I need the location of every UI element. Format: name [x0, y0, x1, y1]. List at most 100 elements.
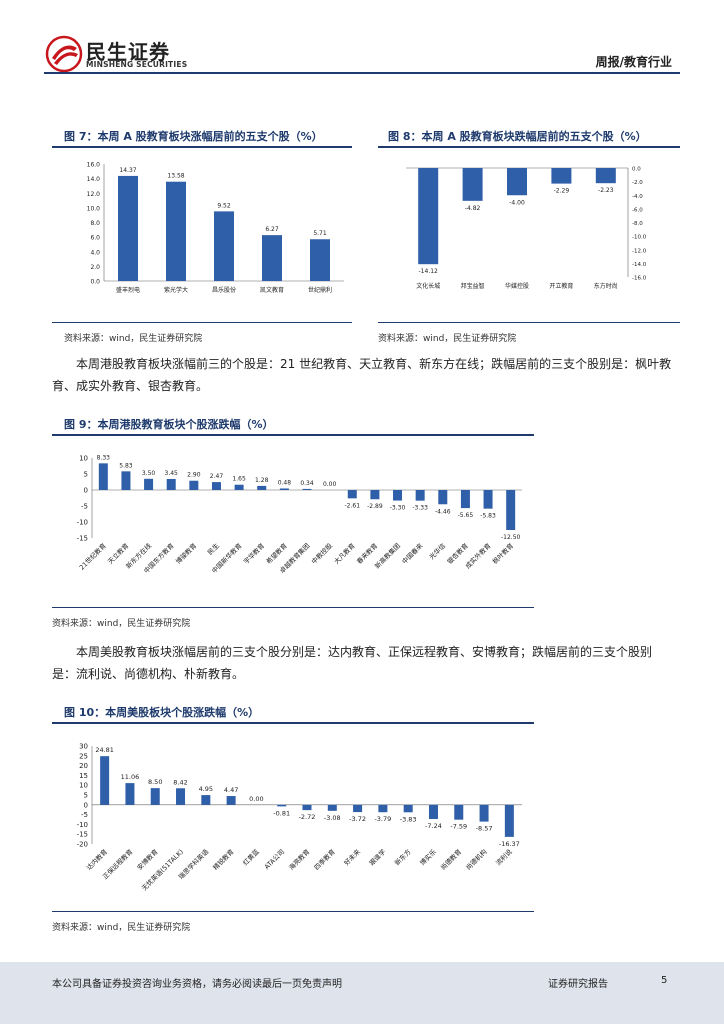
y-tick-label: -10.0 — [632, 235, 647, 241]
data-label: -7.59 — [450, 823, 467, 831]
bar — [201, 795, 211, 805]
data-label: 5.83 — [119, 462, 133, 469]
category-label: 大凡教育 — [332, 541, 357, 566]
figure8-title: 图 8：本周 A 股教育板块跌幅居前的五支个股（%） — [388, 130, 647, 143]
bar — [551, 168, 572, 184]
y-tick-label: -8.0 — [632, 221, 643, 227]
data-label: 0.00 — [249, 795, 263, 803]
category-label: 成实外教育 — [463, 541, 493, 571]
bar — [353, 804, 363, 813]
category-label: 精锐教育 — [211, 847, 236, 872]
bar — [166, 181, 186, 281]
data-label: -4.82 — [465, 205, 481, 212]
category-label: 邦宝益智 — [461, 282, 485, 290]
y-tick-label: -5 — [81, 811, 88, 819]
category-label: 紫光学大 — [164, 286, 188, 294]
bar — [189, 480, 199, 490]
category-label: 安博教育 — [135, 847, 160, 872]
bar — [483, 490, 493, 509]
y-tick-label: 30 — [79, 743, 88, 751]
brand-name-en: MINSHENG SECURITIES — [86, 60, 188, 69]
category-label: 达内教育 — [84, 847, 109, 872]
bar — [504, 804, 514, 837]
bar — [279, 488, 289, 490]
category-label: 海亮教育 — [287, 847, 312, 872]
category-label: 跟谁学 — [367, 847, 388, 868]
figure9-source: 资料来源：wind，民生证券研究院 — [52, 619, 191, 629]
bar — [438, 490, 448, 505]
bar — [327, 804, 337, 811]
y-tick-label: 16.0 — [87, 162, 101, 169]
data-label: -4.46 — [435, 508, 451, 515]
y-tick-label: 6.0 — [90, 235, 100, 242]
category-label: 好未来 — [342, 847, 363, 868]
bar — [378, 804, 388, 813]
data-label: 1.65 — [232, 476, 246, 483]
data-label: 13.58 — [167, 173, 184, 180]
category-label: 凯文教育 — [260, 286, 284, 294]
y-tick-label: -20 — [77, 841, 88, 849]
data-label: -14.12 — [419, 268, 439, 275]
category-label: 流利说 — [494, 847, 515, 868]
data-label: -2.89 — [367, 503, 383, 510]
y-tick-label: 20 — [79, 762, 88, 770]
bar — [234, 484, 244, 490]
bar — [166, 478, 176, 490]
category-label: 中教控股 — [309, 541, 334, 566]
category-label: 尚德机构 — [464, 847, 489, 872]
data-label: -2.23 — [598, 187, 614, 194]
y-tick-label: 14.0 — [87, 176, 101, 183]
header-divider — [44, 72, 680, 74]
category-label: 枫叶教育 — [490, 541, 515, 566]
figure7-source: 资料来源：wind，民生证券研究院 — [64, 334, 203, 344]
bar — [226, 796, 236, 805]
category-label: 新东方 — [392, 847, 413, 868]
bar — [214, 211, 234, 281]
bar — [144, 478, 154, 490]
figure7-rule — [52, 146, 352, 148]
bar — [98, 463, 108, 490]
bar — [507, 168, 527, 196]
data-label: 2.47 — [210, 473, 224, 480]
data-label: 8.50 — [148, 778, 162, 786]
y-tick-label: 10 — [79, 455, 88, 463]
bar — [121, 471, 131, 490]
category-label: 无忧英语(51TALK) — [140, 847, 185, 892]
data-label: -3.30 — [390, 505, 406, 512]
category-label: 昌乐股份 — [212, 286, 236, 294]
bar — [418, 168, 439, 265]
category-label: 尚德教育 — [438, 847, 463, 872]
data-label: -2.29 — [554, 188, 570, 195]
footer-band — [0, 962, 724, 1024]
data-label: 3.50 — [142, 470, 156, 477]
data-label: 0.34 — [300, 480, 314, 487]
data-label: -3.83 — [400, 815, 417, 823]
figure8-chart: 0.0 -2.0 -4.0 -6.0 -8.0 -10.0 -12.0 -14.0 -16.0 -… — [406, 167, 647, 290]
data-label: 1.28 — [255, 477, 269, 484]
category-label: 21世纪教育 — [77, 541, 108, 572]
bar — [460, 490, 470, 509]
figure10-bottom-rule — [52, 911, 534, 912]
paragraph-us: 本周美股教育板块涨幅居前的三支个股分别是：达内教育、正保远程教育、安博教育；跌幅… — [52, 645, 653, 681]
y-tick-label: 0 — [84, 487, 88, 495]
data-label: 4.95 — [199, 785, 213, 793]
bar — [462, 168, 483, 201]
data-label: -3.33 — [412, 505, 428, 512]
page-number: 5 — [661, 975, 668, 986]
data-label: 8.33 — [97, 454, 111, 461]
y-tick-label: 12.0 — [87, 191, 101, 198]
y-tick-label: -10 — [77, 519, 88, 527]
bar — [262, 235, 282, 281]
data-label: -5.83 — [480, 513, 496, 520]
category-label: 博骏教育 — [174, 541, 199, 566]
bar — [393, 490, 403, 501]
category-label: 宇华教育 — [241, 541, 266, 566]
figure7-title: 图 7：本周 A 股教育板块涨幅居前的五支个股（%） — [64, 130, 323, 143]
data-label: 14.37 — [119, 167, 136, 174]
y-tick-label: 5 — [84, 792, 88, 800]
data-label: -7.24 — [425, 822, 442, 830]
data-label: -12.50 — [501, 534, 521, 541]
y-tick-label: 0.0 — [632, 167, 641, 173]
category-label: 中国春来 — [400, 541, 425, 566]
bar — [403, 804, 413, 813]
